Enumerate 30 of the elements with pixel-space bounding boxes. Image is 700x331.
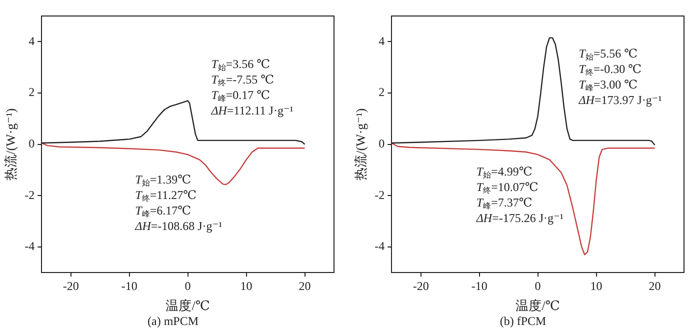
text: (a) mPCM — [148, 314, 199, 328]
y-tick-label: -4 — [24, 239, 35, 254]
x-tick-label: -20 — [412, 278, 429, 293]
y-tick-label: 2 — [28, 85, 35, 100]
x-tick-label: -10 — [471, 278, 488, 293]
y-tick-label: -2 — [374, 188, 385, 202]
x-tick-label: 10 — [590, 278, 602, 293]
y-tick-label: 2 — [378, 85, 385, 100]
x-axis-title: 温度/℃ — [516, 298, 560, 314]
annotation: ΔH=112.11 J·g⁻¹ — [210, 103, 294, 118]
x-tick-label: -20 — [62, 278, 79, 293]
x-axis-title: 温度/℃ — [166, 298, 210, 314]
y-axis-title: 热流/(W·g⁻¹) — [353, 108, 368, 180]
y-tick-label: 0 — [28, 136, 35, 150]
y-axis-title: 热流/(W·g⁻¹) — [3, 108, 18, 180]
text: (b) fPCM — [500, 314, 546, 328]
x-tick-label: 0 — [534, 278, 541, 293]
annotation: ΔH=-108.68 J·g⁻¹ — [134, 218, 223, 233]
x-tick-label: 0 — [184, 278, 191, 293]
annotation: ΔH=-175.26 J·g⁻¹ — [475, 211, 564, 226]
annotation: ΔH=173.97 J·g⁻¹ — [578, 93, 662, 108]
y-tick-label: -4 — [374, 239, 385, 254]
y-tick-label: 0 — [378, 136, 385, 150]
y-tick-label: 4 — [28, 34, 35, 48]
x-tick-label: 20 — [298, 278, 311, 293]
x-tick-label: -10 — [121, 278, 138, 293]
y-tick-label: 4 — [378, 34, 385, 48]
y-tick-label: -2 — [24, 188, 35, 202]
x-tick-label: 10 — [240, 278, 252, 293]
x-tick-label: 20 — [648, 278, 661, 293]
